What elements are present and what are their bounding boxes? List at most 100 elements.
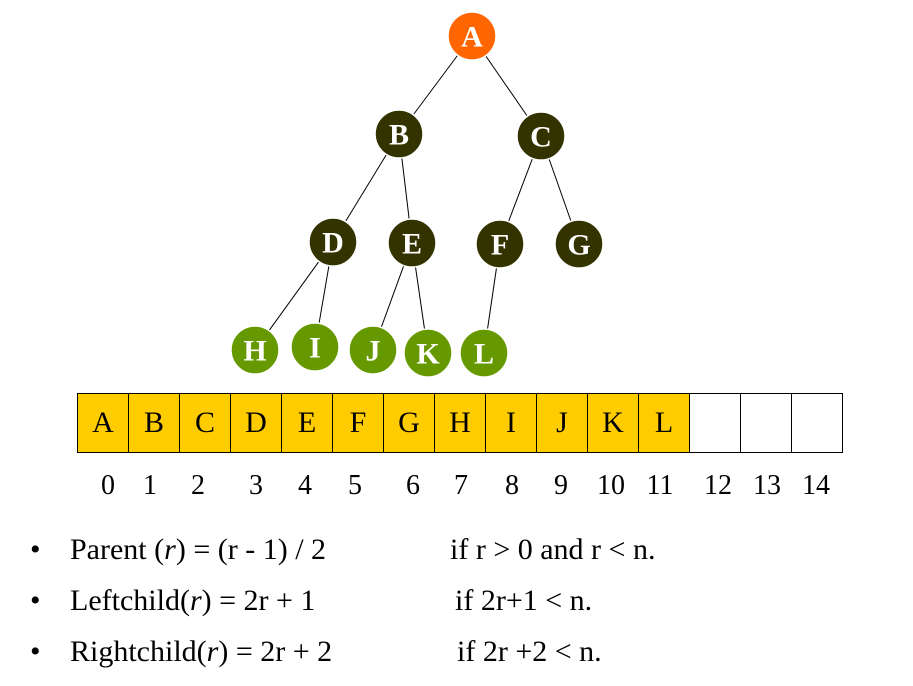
array-cell-2: C: [180, 394, 231, 453]
edge-D-I: [318, 265, 330, 324]
edge-E-K: [414, 266, 426, 330]
array-index-9: 9: [554, 470, 568, 501]
array-cell-10: K: [588, 394, 639, 453]
node-circle: [290, 322, 340, 372]
formula-expression: ) = 2r + 2: [218, 635, 333, 668]
array-index-6: 6: [406, 470, 420, 501]
tree-node-b: B: [374, 109, 424, 159]
edge-C-F: [508, 158, 533, 222]
rightchild-formula: Rightchild(r) = 2r + 2: [70, 635, 332, 669]
node-label: D: [322, 227, 344, 260]
bullet: •: [30, 584, 41, 617]
array-index-8: 8: [505, 470, 519, 501]
array-index-5: 5: [348, 470, 362, 501]
formula-variable: r: [189, 584, 202, 617]
tree-node-a: A: [447, 11, 497, 61]
edge-C-G: [548, 158, 572, 222]
formula-name: Parent (: [70, 533, 165, 566]
edge-D-H: [268, 261, 320, 331]
leftchild-formula: Leftchild(r) = 2r + 1: [70, 584, 315, 618]
node-circle: [554, 219, 604, 269]
tree-node-h: H: [230, 325, 280, 375]
array-cell-4: E: [282, 394, 333, 453]
node-circle: [387, 218, 437, 268]
tree-node-g: G: [554, 219, 604, 269]
parent-formula: Parent (r) = (r - 1) / 2: [70, 533, 326, 567]
node-label: F: [491, 229, 509, 262]
tree-node-f: F: [475, 219, 525, 269]
node-label: K: [416, 338, 440, 371]
node-label: G: [567, 229, 590, 262]
node-label: J: [366, 335, 381, 368]
edge-A-B: [412, 54, 459, 116]
formula-name: Leftchild(: [70, 584, 190, 617]
node-circle: [230, 325, 280, 375]
array-index-0: 0: [101, 470, 115, 501]
tree-node-c: C: [516, 111, 566, 161]
array-index-11: 11: [646, 470, 674, 501]
formula-expression: ) = 2r + 1: [201, 584, 316, 617]
edge-B-D: [345, 154, 387, 222]
node-label: L: [474, 338, 494, 371]
node-circle: [516, 111, 566, 161]
node-circle: [374, 109, 424, 159]
node-label: H: [243, 335, 266, 368]
node-circle: [459, 328, 509, 378]
array-index-2: 2: [191, 470, 205, 501]
array-index-12: 12: [704, 470, 732, 501]
tree-edges: [268, 54, 572, 331]
array-index-13: 13: [753, 470, 781, 501]
array-index-3: 3: [249, 470, 263, 501]
array-index-7: 7: [454, 470, 468, 501]
node-label: A: [461, 21, 483, 54]
bullet: •: [30, 533, 41, 566]
node-circle: [348, 325, 398, 375]
tree-node-k: K: [403, 328, 453, 378]
array-cell-1: B: [129, 394, 180, 453]
array-cell-8: I: [486, 394, 537, 453]
tree-node-l: L: [459, 328, 509, 378]
array-indices: 0 1 2 3 4 5 6 7 8 9 10 11 12 13 14: [0, 470, 913, 506]
formula-variable: r: [206, 635, 219, 668]
tree-node-i: I: [290, 322, 340, 372]
parent-condition: if r > 0 and r < n.: [450, 533, 656, 566]
array-cell-9: J: [537, 394, 588, 453]
node-circle: [475, 219, 525, 269]
node-circle: [447, 11, 497, 61]
formula-expression: ) = (r - 1) / 2: [175, 533, 327, 566]
array-index-10: 10: [597, 470, 625, 501]
node-label: E: [402, 228, 422, 261]
rightchild-condition: if 2r +2 < n.: [457, 635, 602, 668]
array-cell-3: D: [231, 394, 282, 453]
array-cell-11: L: [639, 394, 690, 453]
edge-F-L: [486, 267, 498, 330]
node-label: B: [389, 119, 409, 152]
array-index-14: 14: [802, 470, 830, 501]
tree-node-e: E: [387, 218, 437, 268]
leftchild-condition: if 2r+1 < n.: [455, 584, 593, 617]
node-circle: [403, 328, 453, 378]
array-index-4: 4: [298, 470, 312, 501]
array-cell-14: [792, 394, 843, 453]
tree-nodes: A B C D E F G H I J K L: [230, 11, 604, 378]
array-cell-13: [741, 394, 792, 453]
edge-E-J: [380, 265, 405, 328]
edge-A-C: [485, 55, 528, 117]
array-cell-7: H: [435, 394, 486, 453]
tree-node-d: D: [308, 217, 358, 267]
bullet: •: [30, 635, 41, 668]
formula-name: Rightchild(: [70, 635, 207, 668]
edge-B-E: [401, 157, 410, 220]
binary-tree-diagram: A B C D E F G H I J K L: [230, 11, 604, 378]
tree-node-j: J: [348, 325, 398, 375]
array-cell-5: F: [333, 394, 384, 453]
node-circle: [308, 217, 358, 267]
array-index-1: 1: [143, 470, 157, 501]
formula-variable: r: [164, 533, 176, 566]
node-label: C: [530, 121, 552, 154]
array-cell-12: [690, 394, 741, 453]
node-label: I: [309, 332, 321, 365]
array-cell-0: A: [78, 394, 129, 453]
array-cell-6: G: [384, 394, 435, 453]
